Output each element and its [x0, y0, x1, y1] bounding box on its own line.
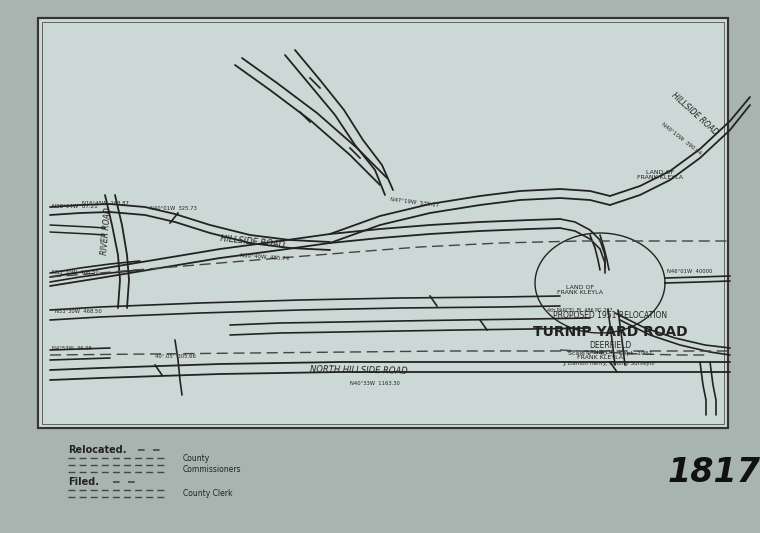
Text: DEERFIELD: DEERFIELD: [589, 341, 631, 350]
Text: N40°33W  1163.30: N40°33W 1163.30: [350, 381, 400, 386]
Text: County
Commissioners: County Commissioners: [183, 454, 242, 474]
Bar: [38, 18, 728, 428]
Text: LAND OF
FRANK KLEYLA: LAND OF FRANK KLEYLA: [557, 285, 603, 295]
Text: N47°19W  535.17: N47°19W 535.17: [390, 197, 439, 208]
Bar: [42, 22, 724, 424]
Text: N16°45W  163.87: N16°45W 163.87: [82, 201, 129, 206]
Text: N53°30W  468.50: N53°30W 468.50: [55, 309, 102, 314]
Text: 4th PARCEL BL 486 PG 287: 4th PARCEL BL 486 PG 287: [547, 308, 613, 312]
Text: N4°53W  36.95: N4°53W 36.95: [52, 346, 92, 351]
Text: LAND OF
FRANK KLEYLA: LAND OF FRANK KLEYLA: [637, 169, 683, 180]
Text: County Clerk: County Clerk: [183, 489, 233, 498]
Text: 1817-2: 1817-2: [668, 456, 760, 489]
Text: LAND OF
FRANK KLEYLA: LAND OF FRANK KLEYLA: [577, 350, 623, 360]
Text: J. Damon Henry, County Surveyor: J. Damon Henry, County Surveyor: [564, 360, 656, 366]
Text: Relocated.: Relocated.: [68, 445, 126, 455]
Text: N50°40W  485.74: N50°40W 485.74: [240, 253, 290, 261]
Text: PROPOSED 1951 RELOCATION: PROPOSED 1951 RELOCATION: [553, 311, 667, 320]
Text: RIVER ROAD: RIVER ROAD: [100, 207, 113, 255]
Text: N28°04W  87.21: N28°04W 87.21: [52, 204, 97, 209]
Text: N53°30W  468.50: N53°30W 468.50: [52, 270, 99, 275]
Text: N46°01W  40000: N46°01W 40000: [667, 269, 712, 274]
Text: TURNIP YARD ROAD: TURNIP YARD ROAD: [533, 325, 687, 339]
Text: HILLSIDE ROAD: HILLSIDE ROAD: [670, 91, 720, 137]
Text: NORTH HILLSIDE ROAD: NORTH HILLSIDE ROAD: [310, 365, 408, 376]
Text: HILLSIDE ROAD: HILLSIDE ROAD: [220, 235, 286, 250]
Text: N40°10W  390.04: N40°10W 390.04: [660, 122, 701, 156]
Text: 40°.05'  305.66: 40°.05' 305.66: [155, 354, 196, 359]
Text: N40°01W  325.73: N40°01W 325.73: [150, 206, 197, 211]
Text: Scale 1"=40      Sept. 1951: Scale 1"=40 Sept. 1951: [568, 351, 652, 357]
Bar: [38, 18, 728, 428]
Text: Filed.: Filed.: [68, 477, 99, 487]
